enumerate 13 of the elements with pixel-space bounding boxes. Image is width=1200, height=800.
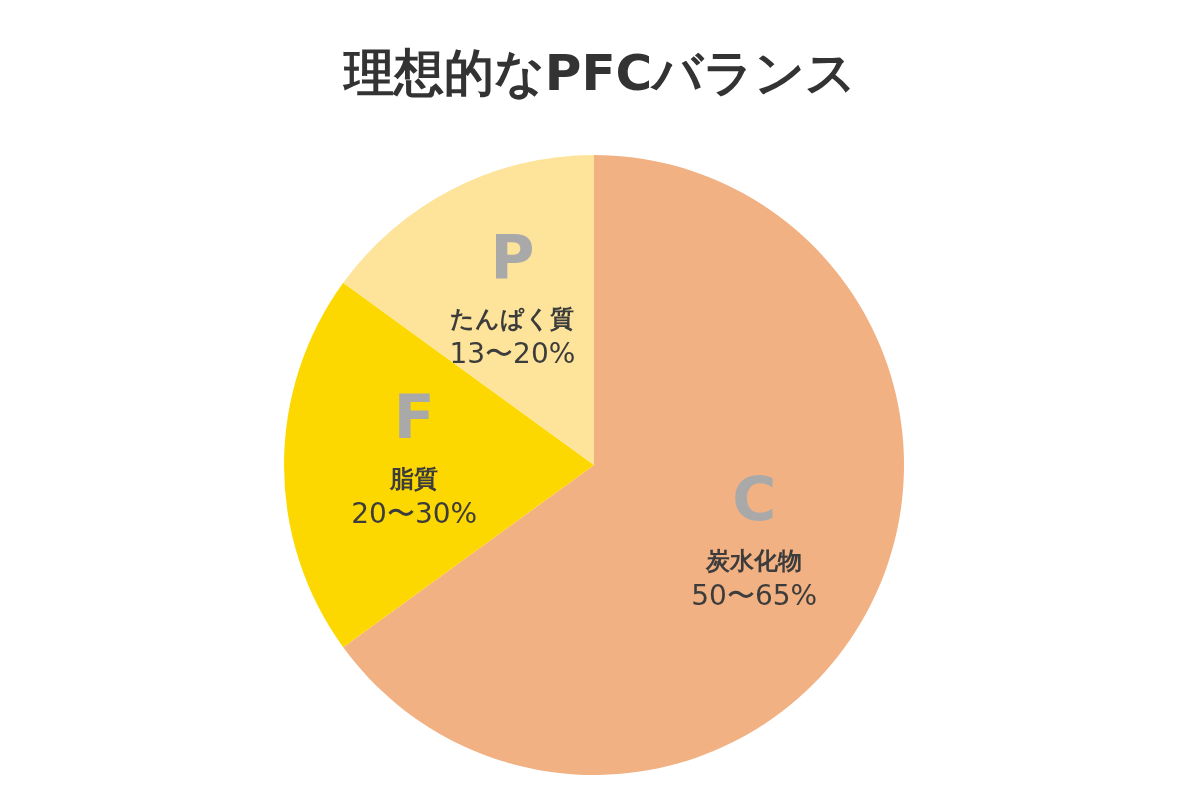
- text: 炭水化物: [705, 546, 803, 575]
- slice-label: F: [393, 382, 435, 452]
- pie-slice: [343, 155, 594, 465]
- text: 13〜20%: [449, 336, 576, 370]
- text: たんぱく質: [450, 304, 575, 333]
- text: 50〜65%: [691, 578, 818, 612]
- text: 20〜30%: [351, 497, 478, 530]
- pie-slice: [343, 155, 904, 775]
- slice-label: C: [732, 463, 777, 534]
- chart-title: 理想的なPFCバランス: [341, 44, 857, 102]
- pie-slice: [284, 282, 594, 648]
- slice-label: P: [490, 221, 535, 292]
- text: 脂質: [389, 465, 439, 493]
